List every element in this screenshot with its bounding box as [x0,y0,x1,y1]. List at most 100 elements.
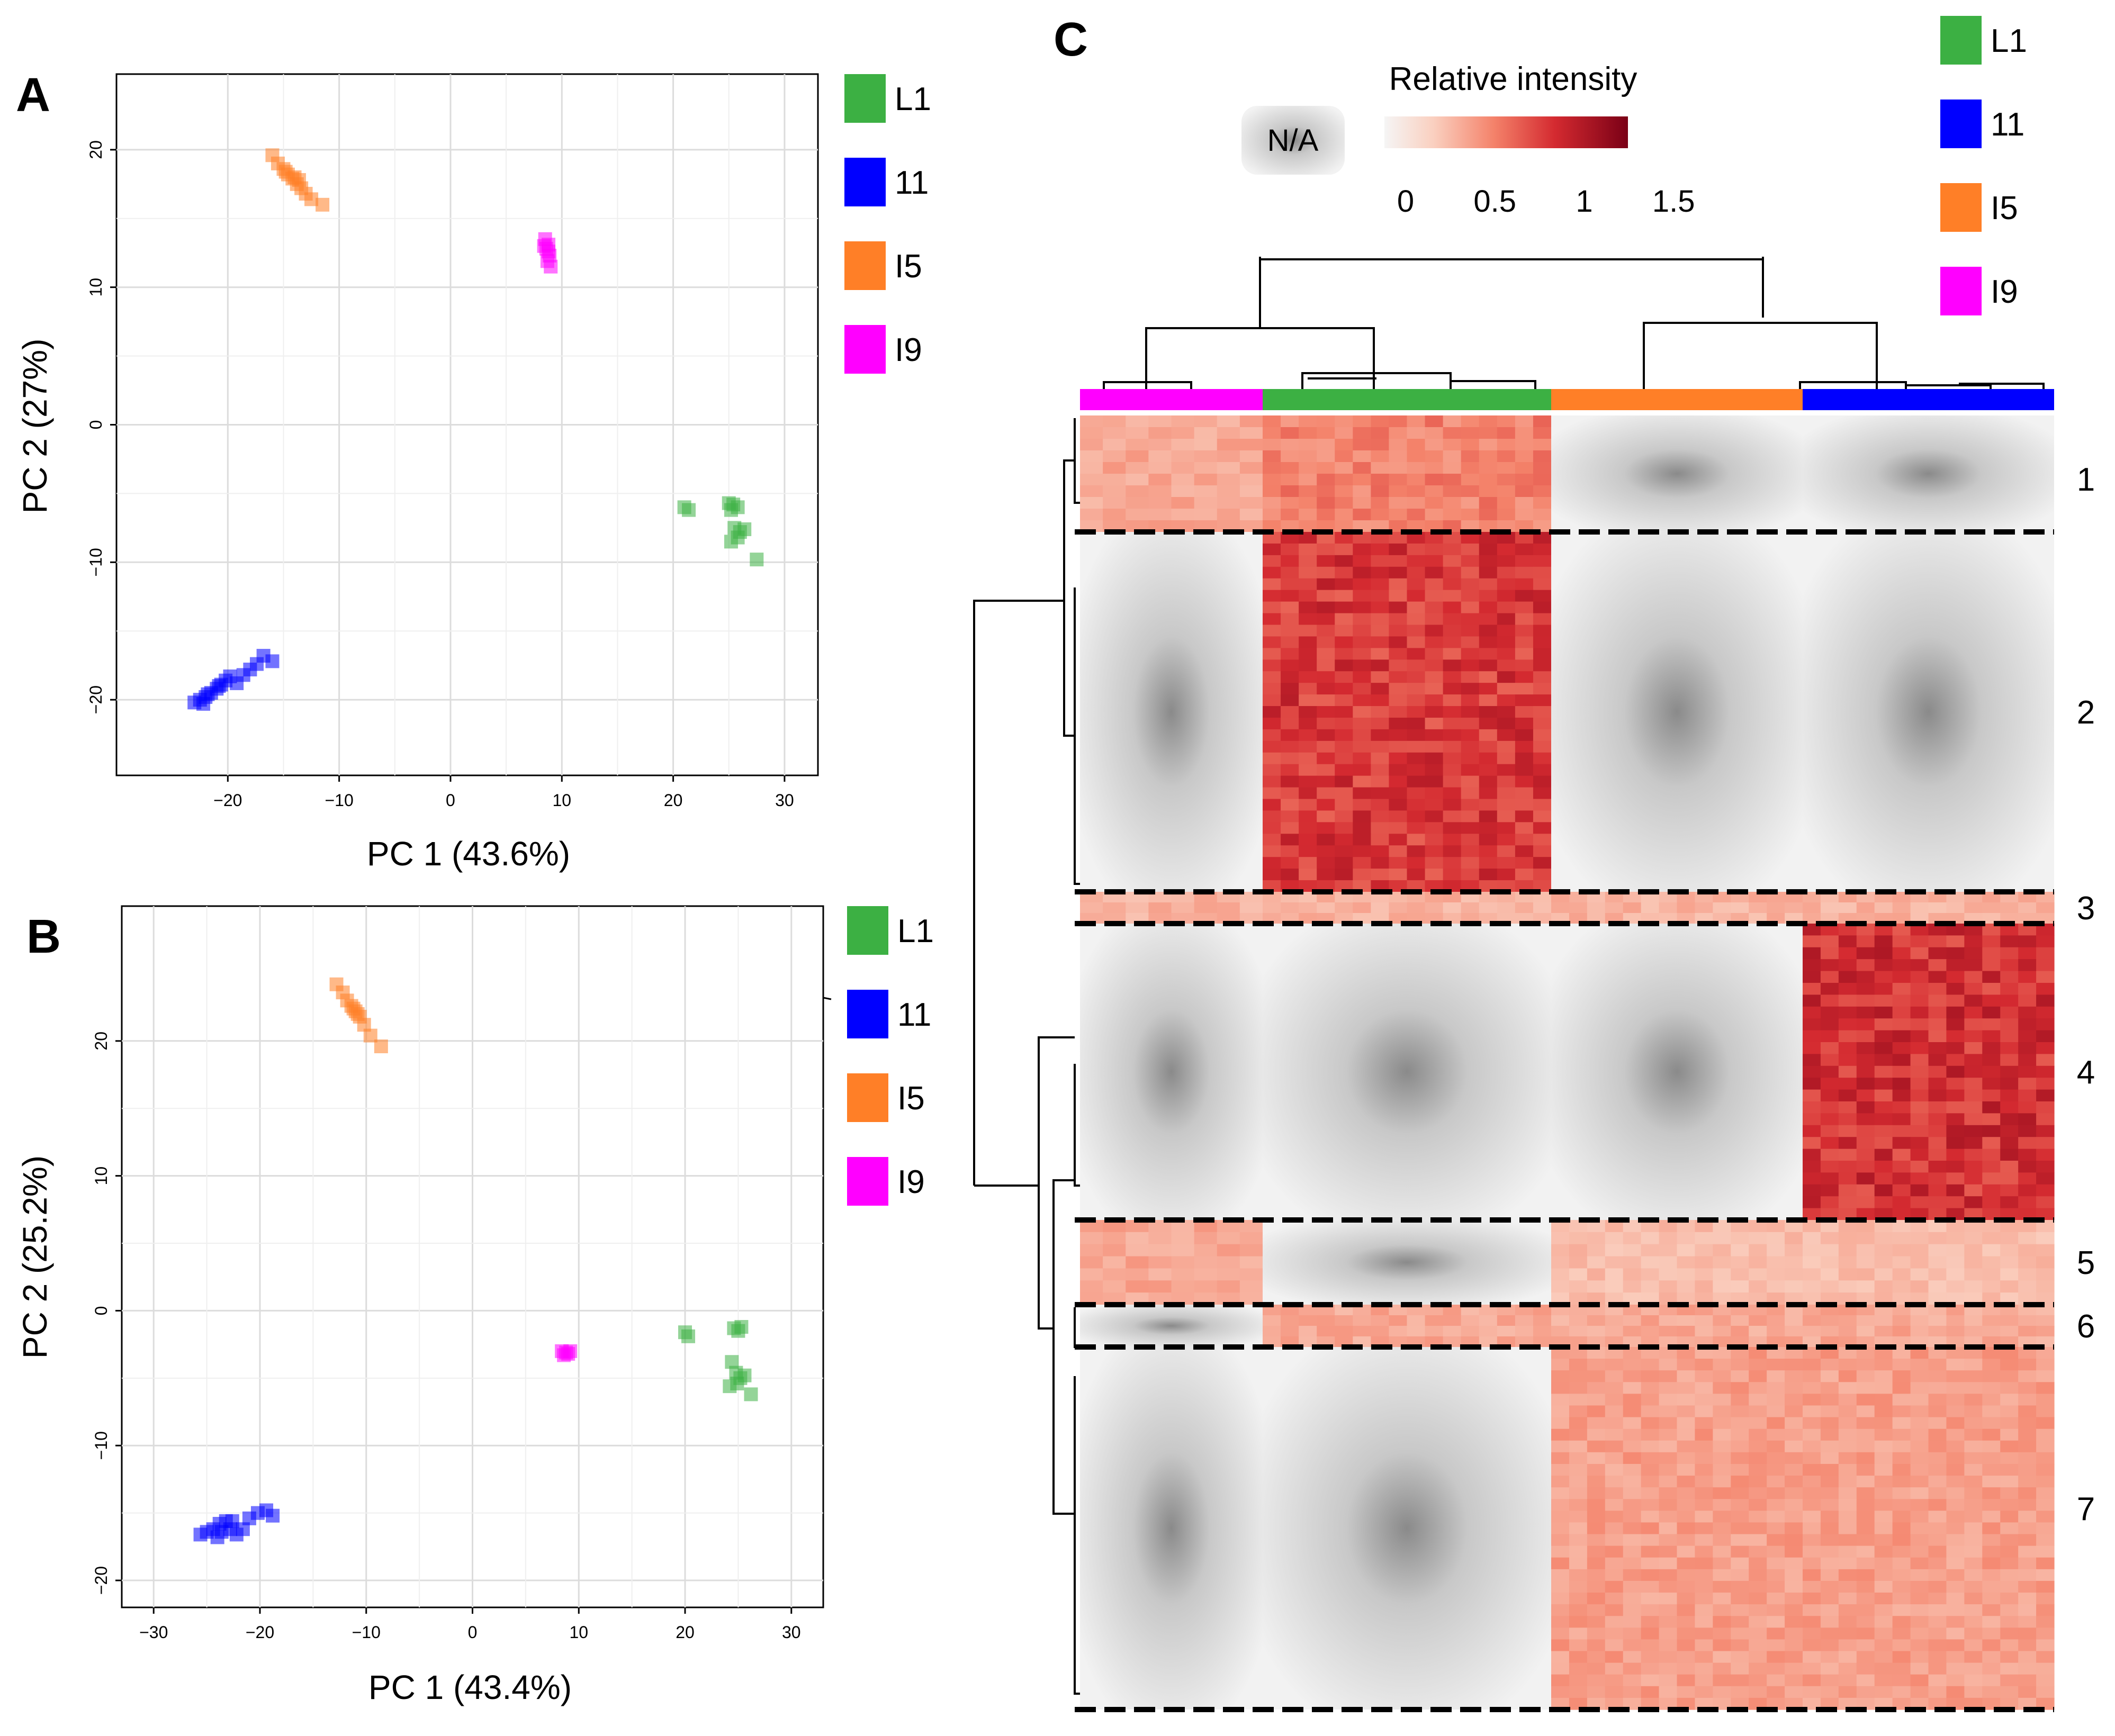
heatmap-cell [1910,902,1929,914]
heatmap-cell [1803,1580,1821,1593]
heatmap-cell [1103,902,1126,914]
colorbar-tick-label: 0 [1397,184,1414,219]
heatmap-cell [1443,636,1462,648]
heatmap-cell [1713,1452,1731,1464]
heatmap-cell [1371,566,1390,579]
heatmap-cell [1928,1593,1947,1605]
heatmap-cell [1982,1280,2001,1293]
heatmap-cell [1515,694,1534,707]
heatmap-cell [1820,1697,1839,1710]
heatmap-cell [1964,1256,1983,1269]
heatmap-cell [1239,1268,1263,1281]
heatmap-cell [2000,924,2019,936]
heatmap-cell [1874,1417,1893,1430]
heatmap-cell [1946,1511,1965,1523]
heatmap-cell [1317,706,1335,718]
heatmap-cell [1749,1662,1767,1675]
heatmap-cell [1838,1476,1857,1488]
heatmap-cell [1695,1557,1713,1570]
heatmap-cell [1371,752,1390,765]
heatmap-cell [2000,1078,2019,1090]
heatmap-cell [1820,1089,1839,1102]
heatmap-cell [1353,427,1371,439]
heatmap-cell [1641,1244,1660,1257]
heatmap-cell [1677,1487,1696,1499]
colorbar-title: Relative intensity [1389,61,1637,97]
heatmap-cell [1479,787,1498,800]
heatmap-cell [1749,1476,1767,1488]
heatmap-cell [2000,1089,2019,1102]
heatmap-cell [1425,892,1444,903]
heatmap-cell [1892,1394,1911,1406]
heatmap-cell [1874,1476,1893,1488]
heatmap-cell [1964,1674,1983,1687]
heatmap-cell [1551,1662,1570,1675]
heatmap-cell [1217,1244,1240,1257]
heatmap-cell [1785,902,1803,914]
heatmap-cell [1874,892,1893,903]
heatmap-cell [2036,1268,2055,1281]
heatmap-cell [1946,959,1965,972]
heatmap-cell [1587,1616,1606,1628]
heatmap-cell [1425,834,1444,846]
heatmap-cell [1533,520,1552,532]
heatmap-cell [1946,1405,1965,1418]
heatmap-cell [1461,834,1480,846]
heatmap-cell [2000,1042,2019,1054]
heatmap-cell [1389,462,1408,474]
heatmap-cell [1838,1292,1857,1305]
heatmap-cell [1785,1359,1803,1371]
heatmap-cell [1479,485,1498,498]
grid-b [122,906,823,1607]
heatmap-cell [1569,1292,1588,1305]
heatmap-cell [1263,892,1281,903]
heatmap-cell [1731,1580,1749,1593]
heatmap-cell [1171,474,1195,486]
heatmap-cell [1425,694,1444,707]
heatmap-cell [1623,1232,1642,1245]
heatmap-cell [2000,1196,2019,1209]
heatmap-cell [1767,1511,1785,1523]
heatmap-cell [1713,1244,1731,1257]
heatmap-cell [1856,1006,1875,1019]
heatmap-cell [1892,1604,1911,1616]
heatmap-cell [2036,1018,2055,1031]
legend-label: L1 [897,913,934,950]
heatmap-cell [1856,1487,1875,1499]
heatmap-cell [1407,683,1426,695]
heatmap-cell [1910,1440,1929,1453]
heatmap-cell [1946,1593,1965,1605]
heatmap-cell [1569,1628,1588,1640]
heatmap-cell [1299,834,1317,846]
heatmap-cell [1856,971,1875,983]
heatmap-cell [1479,683,1498,695]
heatmap-cell [1695,1347,1713,1359]
heatmap-cell [1425,543,1444,556]
heatmap-cell [1317,648,1335,660]
heatmap-cell [1677,1651,1696,1663]
heatmap-cell [1425,439,1444,451]
heatmap-cell [1587,1394,1606,1406]
heatmap-cell [2018,1280,2037,1293]
heatmap-cell [1623,1326,1642,1337]
heatmap-cell [1803,1522,1821,1535]
heatmap-cell [2000,1487,2019,1499]
heatmap-cell [1371,729,1390,742]
heatmap-na-block [1080,1347,1263,1710]
heatmap-cell [1803,1006,1821,1019]
heatmap-cell [1659,1580,1678,1593]
heatmap-cell [1892,1280,1911,1293]
heatmap-cell [1713,1522,1731,1535]
heatmap-cell [1749,1604,1767,1616]
heatmap-cell [1928,1674,1947,1687]
heatmap-cell [1263,566,1281,579]
heatmap-cell [1497,671,1516,683]
heatmap-cell [1317,752,1335,765]
heatmap-cell [1695,1452,1713,1464]
heatmap-cell [1587,1534,1606,1547]
heatmap-cell [1982,1476,2001,1488]
heatmap-cell [1533,613,1552,626]
heatmap-cell [1856,1499,1875,1511]
legend-swatch-l1 [844,74,886,123]
heatmap-cell [1126,1268,1149,1281]
